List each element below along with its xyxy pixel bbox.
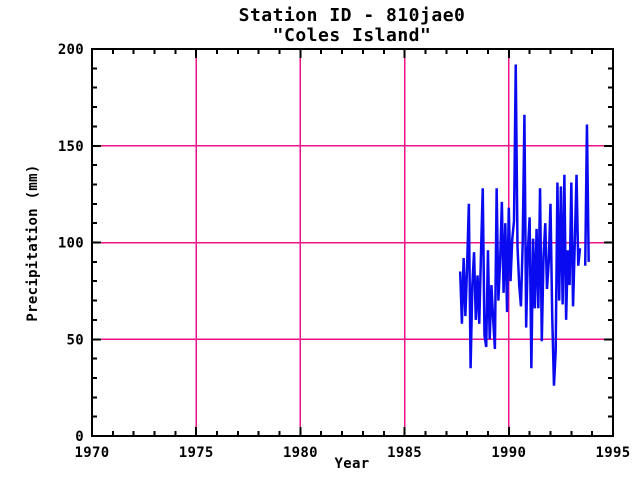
- tick-label: 1985: [387, 445, 422, 461]
- tick-label: 1980: [283, 445, 318, 461]
- x-tick-labels: 1970 1975 1980 1985 1990 1995: [75, 445, 631, 461]
- x-axis-label: Year: [335, 456, 370, 472]
- tick-label: 1990: [491, 445, 526, 461]
- tick-label: 100: [58, 236, 84, 252]
- tick-label: 150: [58, 139, 84, 155]
- chart-subtitle: "Coles Island": [273, 25, 432, 46]
- y-axis-label: Precipitation (mm): [25, 164, 41, 321]
- data-series-line: [458, 64, 590, 386]
- tick-label: 200: [58, 42, 84, 58]
- tick-label: 1970: [75, 445, 110, 461]
- y-tick-labels: 0 50 100 150 200: [58, 42, 84, 445]
- chart-title: Station ID - 810jae0: [239, 5, 466, 26]
- tick-label: 1975: [179, 445, 214, 461]
- tick-label: 0: [75, 429, 84, 445]
- tick-label: 50: [67, 332, 84, 348]
- axis-ticks: [91, 48, 614, 437]
- tick-label: 1995: [596, 445, 631, 461]
- grid-lines: [92, 49, 613, 436]
